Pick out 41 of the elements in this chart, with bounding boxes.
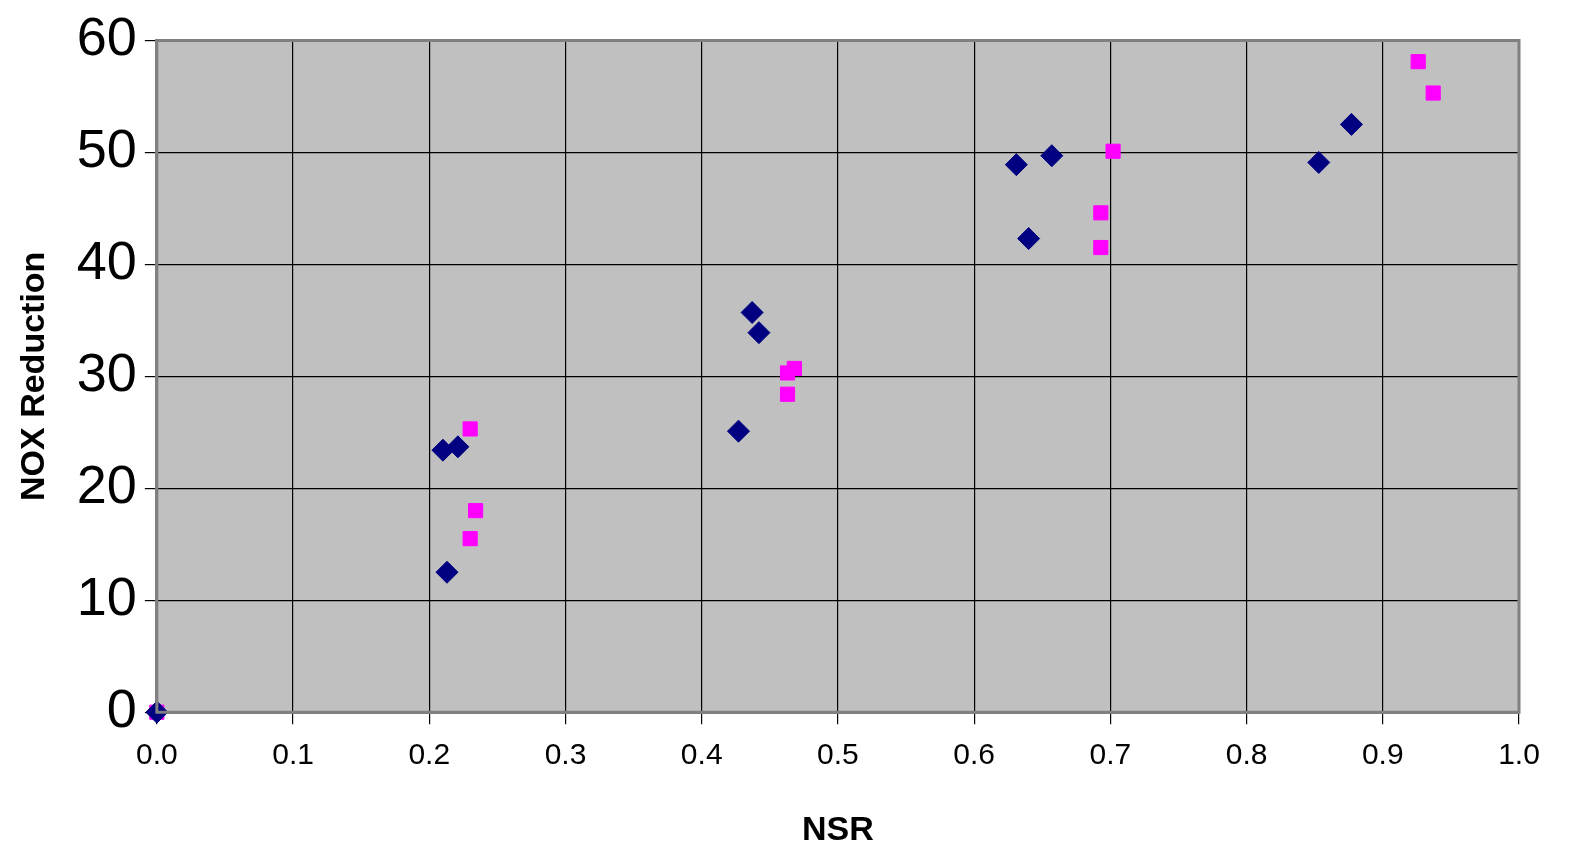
- point: [1307, 150, 1331, 174]
- point: [462, 421, 478, 437]
- point: [1093, 205, 1109, 221]
- y-tick-label: 60: [76, 6, 137, 67]
- point: [431, 438, 455, 462]
- x-tick-label: 0.7: [1089, 737, 1132, 771]
- y-tick-label: 30: [76, 342, 137, 403]
- y-tick-label: 20: [76, 454, 137, 515]
- point: [1339, 112, 1363, 136]
- point: [435, 560, 459, 584]
- point: [1017, 227, 1041, 251]
- x-tick-label: 0.2: [408, 737, 451, 771]
- x-tick-label: 0.8: [1225, 737, 1268, 771]
- x-tick-label: 0.1: [272, 737, 314, 771]
- point: [468, 503, 484, 519]
- y-tick-label: 10: [76, 566, 137, 627]
- y-tick-label: 40: [76, 230, 137, 291]
- point: [747, 321, 771, 345]
- point: [1040, 144, 1064, 168]
- point: [727, 419, 750, 443]
- x-tick-label: 0.6: [953, 737, 996, 771]
- y-axis-title: NOX Reduction: [12, 251, 51, 501]
- x-tick-label: 0.3: [544, 737, 587, 771]
- y-tick-label: 50: [76, 118, 137, 179]
- x-tick-label: 0.4: [680, 737, 723, 771]
- x-tick-label: 1.0: [1498, 737, 1540, 771]
- point: [740, 300, 764, 324]
- point: [462, 531, 478, 547]
- x-axis-title: NSR: [802, 808, 874, 847]
- y-tick-label: 0: [106, 678, 137, 739]
- x-tick-label: 0.0: [136, 737, 178, 771]
- point: [1425, 85, 1441, 101]
- x-tick-label: 0.5: [817, 737, 859, 771]
- point: [446, 435, 470, 459]
- point: [1004, 153, 1028, 177]
- point: [1093, 239, 1109, 256]
- x-tick-label: 0.9: [1361, 737, 1404, 771]
- point: [786, 360, 802, 377]
- point: [1105, 143, 1121, 159]
- point: [1410, 54, 1426, 70]
- point: [779, 386, 796, 402]
